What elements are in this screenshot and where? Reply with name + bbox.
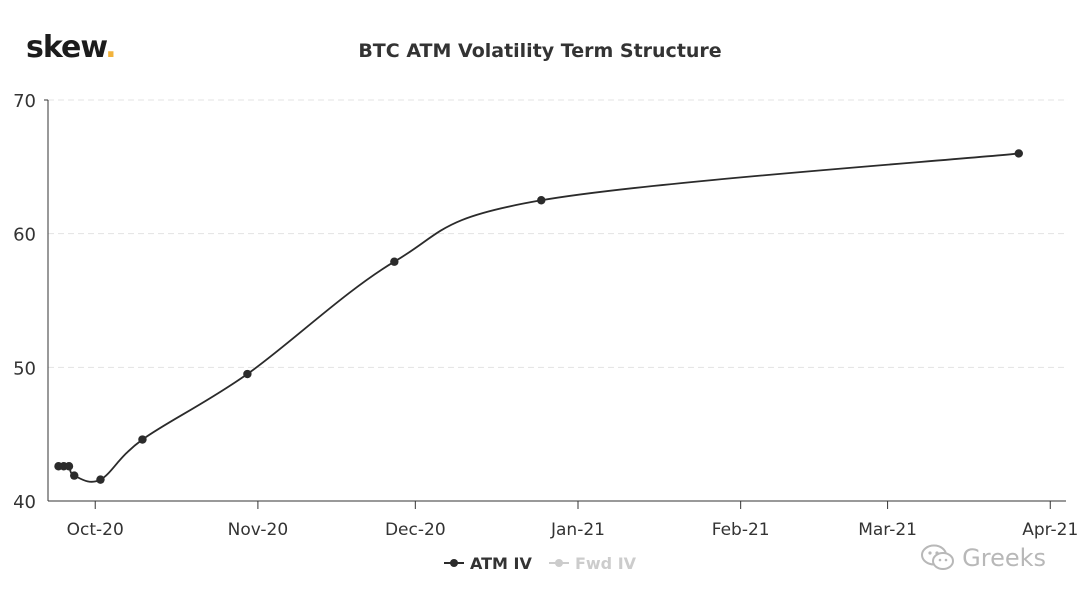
watermark: Greeks (920, 543, 1046, 573)
legend-marker-atm-iv (443, 559, 464, 567)
axes (44, 99, 1066, 502)
x-tick-label-Dec-20: Dec-20 (385, 520, 446, 540)
wechat-icon (921, 544, 955, 570)
x-tick-label-Feb-21: Feb-21 (712, 520, 770, 540)
legend-item-atm-iv[interactable]: ATM IV (443, 554, 532, 573)
skew-logo: skew. (26, 30, 117, 65)
data-point-atm-iv-9 (1014, 149, 1023, 158)
y-tick-label-40: 40 (13, 492, 36, 513)
x-tick-label-Oct-20: Oct-20 (67, 520, 124, 540)
data-point-atm-iv-3 (70, 471, 79, 480)
series-layer (54, 149, 1023, 484)
data-point-atm-iv-4 (96, 475, 105, 484)
data-point-atm-iv-8 (537, 196, 546, 205)
x-axis-ticks: Oct-20 Nov-20 Dec-20 Jan-21 Feb-21 Mar-21 Apr-… (67, 501, 1078, 540)
x-tick-label-Apr-21: Apr-21 (1022, 520, 1078, 540)
y-tick-label-70: 70 (13, 91, 36, 112)
y-tick-label-60: 60 (13, 225, 36, 246)
data-point-atm-iv-2 (64, 462, 74, 471)
grid-lines (48, 99, 1066, 368)
data-point-atm-iv-6 (243, 369, 252, 379)
legend-marker-fwd-iv (548, 559, 569, 567)
x-tick-label-Jan-21: Jan-21 (550, 520, 605, 540)
legend: ATM IV Fwd IV (0, 549, 1080, 573)
data-point-atm-iv-5 (138, 435, 147, 444)
x-tick-label-Nov-20: Nov-20 (228, 520, 289, 540)
y-tick-label-50: 50 (13, 358, 36, 379)
data-point-atm-iv-7 (390, 257, 399, 266)
legend-item-fwd-iv[interactable]: Fwd IV (548, 554, 636, 573)
x-tick-label-Mar-21: Mar-21 (858, 520, 917, 540)
y-axis-ticks: 40 50 60 70 (13, 91, 36, 513)
chart-title: BTC ATM Volatility Term Structure (358, 40, 722, 62)
